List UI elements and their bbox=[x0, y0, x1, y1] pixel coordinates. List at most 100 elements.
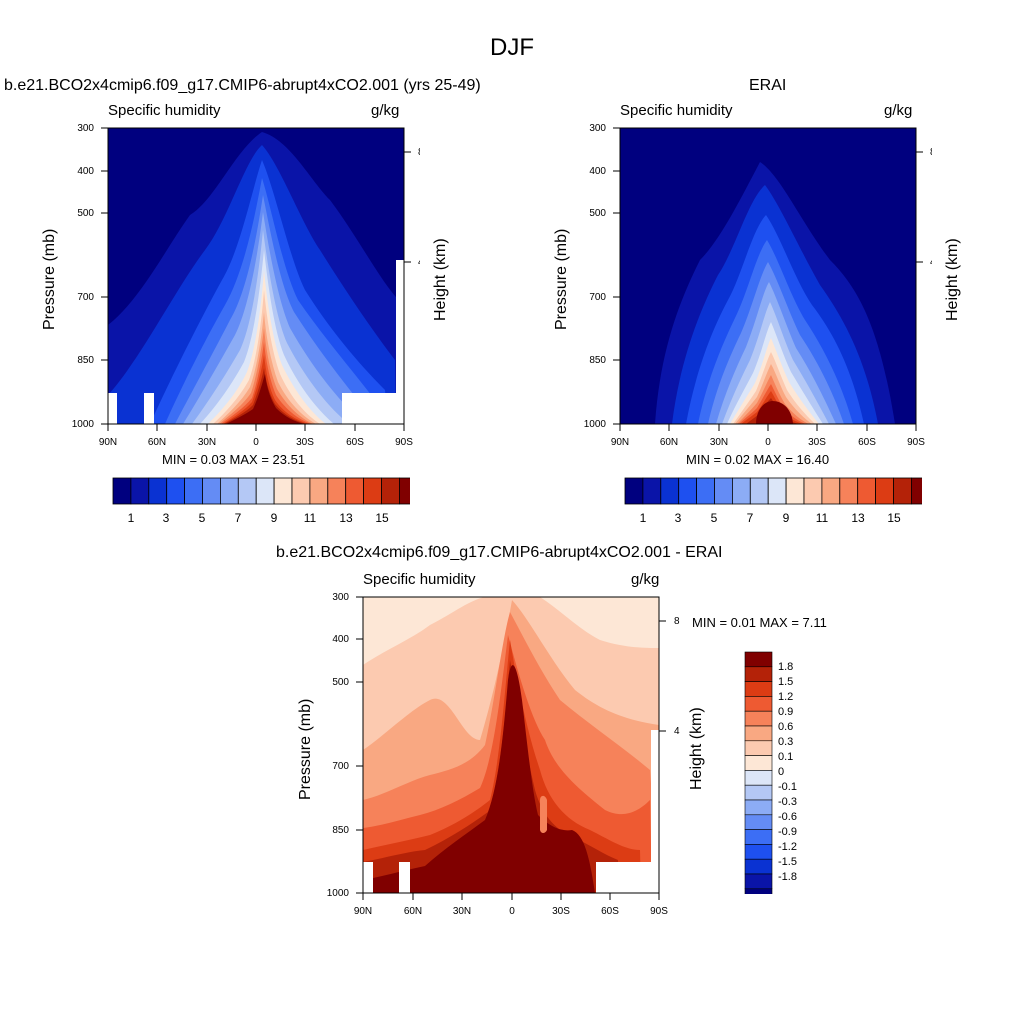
panel-diff-units: g/kg bbox=[631, 571, 660, 588]
y-tick-label: 500 bbox=[77, 208, 94, 219]
x-tick-label: 30S bbox=[552, 906, 570, 917]
colorbar-label: 0 bbox=[778, 766, 784, 778]
y-tick-label: 500 bbox=[589, 208, 606, 219]
colorbar-box bbox=[744, 858, 773, 875]
colorbar-label: 3 bbox=[163, 511, 170, 525]
colorbar-box bbox=[273, 477, 293, 505]
panel-model-ylabel-right: Height (km) bbox=[432, 238, 449, 321]
y-tick-label: 1000 bbox=[72, 419, 95, 430]
colorbar-box bbox=[327, 477, 347, 505]
x-tick-label: 0 bbox=[765, 437, 771, 448]
x-tick-label: 60S bbox=[601, 906, 619, 917]
colorbar-box bbox=[839, 477, 859, 505]
colorbar-label: 11 bbox=[816, 511, 829, 525]
colorbar-box bbox=[624, 477, 644, 505]
colorbar-box bbox=[911, 477, 922, 505]
panel-diff-colorbar: 1.8 1.5 1.2 0.9 0.6 0.3 0.1 0 -0.1 -0.3 … bbox=[744, 651, 797, 894]
panel-obs-colorbar: 1 3 5 7 9 11 13 15 bbox=[624, 477, 922, 525]
panel-model-units: g/kg bbox=[371, 102, 400, 119]
colorbar-box bbox=[732, 477, 751, 505]
colorbar-box bbox=[291, 477, 311, 505]
colorbar-box bbox=[744, 770, 773, 786]
missing-data bbox=[651, 730, 659, 862]
contour-fill bbox=[363, 665, 595, 893]
colorbar-box bbox=[744, 740, 773, 756]
x-tick-label: 0 bbox=[253, 437, 259, 448]
colorbar-box bbox=[381, 477, 400, 505]
y-tick-label: 850 bbox=[589, 355, 606, 366]
y-tick-label: 700 bbox=[77, 292, 94, 303]
colorbar-label: 5 bbox=[711, 511, 718, 525]
x-tick-label: 60N bbox=[404, 906, 422, 917]
y-tick-label: 500 bbox=[332, 677, 349, 688]
colorbar-label: 0.1 bbox=[778, 751, 793, 763]
y-tick-label: 300 bbox=[77, 123, 94, 134]
colorbar-boxes bbox=[112, 477, 410, 505]
colorbar-box bbox=[744, 829, 773, 845]
colorbar-box bbox=[875, 477, 894, 505]
colorbar-label: -1.8 bbox=[778, 871, 797, 883]
colorbar-label: 7 bbox=[235, 511, 242, 525]
colorbar-label: 1.8 bbox=[778, 661, 793, 673]
colorbar-label: 15 bbox=[887, 511, 901, 525]
colorbar-label: 0.3 bbox=[778, 736, 793, 748]
y-tick-label: 1000 bbox=[327, 888, 350, 899]
panel-obs-contours bbox=[655, 162, 895, 424]
colorbar-box bbox=[767, 477, 787, 505]
axis-ticks bbox=[613, 127, 923, 431]
colorbar-box bbox=[660, 477, 680, 505]
panel-obs-ylabel-right: Height (km) bbox=[944, 238, 961, 321]
colorbar-box bbox=[744, 888, 773, 894]
colorbar-box bbox=[744, 666, 773, 682]
colorbar-box bbox=[744, 725, 773, 742]
colorbar-box bbox=[642, 477, 662, 505]
panel-obs-minmax: MIN = 0.02 MAX = 16.40 bbox=[686, 452, 830, 467]
colorbar-box bbox=[714, 477, 733, 505]
panel-diff-ylabel-right: Height (km) bbox=[688, 707, 705, 790]
colorbar-label: -0.3 bbox=[778, 796, 797, 808]
colorbar-box bbox=[166, 477, 185, 505]
panel-diff-variable: Specific humidity bbox=[363, 571, 476, 588]
missing-data bbox=[396, 260, 404, 393]
colorbar-label: 13 bbox=[339, 511, 353, 525]
colorbar-label: -1.5 bbox=[778, 856, 797, 868]
x-tick-label: 90S bbox=[650, 906, 668, 917]
panel-diff-minmax: MIN = 0.01 MAX = 7.11 bbox=[692, 615, 827, 630]
panel-diff-ylabel: Pressure (mb) bbox=[297, 698, 314, 800]
x-tick-label: 30S bbox=[808, 437, 826, 448]
y-tick-label: 400 bbox=[332, 634, 349, 645]
colorbar-box bbox=[749, 477, 769, 505]
panel-model-plot: 300 400 500 700 850 1000 8 4 90N 60N 30N… bbox=[72, 123, 420, 448]
colorbar-box bbox=[744, 755, 773, 771]
panel-obs-title: ERAI bbox=[749, 77, 787, 94]
axis-ticks bbox=[101, 127, 411, 431]
colorbar-box bbox=[744, 651, 773, 668]
colorbar-label: 0.9 bbox=[778, 706, 793, 718]
colorbar-label: -0.6 bbox=[778, 811, 797, 823]
colorbar-box bbox=[398, 477, 410, 505]
colorbar-box bbox=[803, 477, 823, 505]
colorbar-box bbox=[219, 477, 239, 505]
y-right-tick-label: 4 bbox=[674, 726, 680, 737]
y-tick-label: 700 bbox=[332, 761, 349, 772]
panel-model-contours bbox=[108, 132, 404, 424]
colorbar-label: 13 bbox=[851, 511, 865, 525]
missing-data bbox=[363, 862, 373, 893]
x-tick-label: 90N bbox=[611, 437, 629, 448]
colorbar-box bbox=[112, 477, 132, 505]
y-right-tick-label: 4 bbox=[930, 257, 932, 268]
y-tick-label: 700 bbox=[589, 292, 606, 303]
y-tick-label: 400 bbox=[77, 166, 94, 177]
colorbar-box bbox=[744, 681, 773, 697]
colorbar-label: 5 bbox=[199, 511, 206, 525]
colorbar-box bbox=[309, 477, 329, 505]
y-right-tick-label: 8 bbox=[930, 147, 932, 158]
axis-tick-labels: 300 400 500 700 850 1000 8 4 90N 60N 30N… bbox=[584, 123, 932, 448]
x-tick-label: 30N bbox=[453, 906, 471, 917]
x-tick-label: 60S bbox=[858, 437, 876, 448]
colorbar-label: 11 bbox=[304, 511, 317, 525]
colorbar-box bbox=[345, 477, 365, 505]
panel-obs-ylabel: Pressure (mb) bbox=[553, 228, 570, 330]
contour-fill bbox=[756, 401, 793, 424]
colorbar-label: -0.9 bbox=[778, 826, 797, 838]
